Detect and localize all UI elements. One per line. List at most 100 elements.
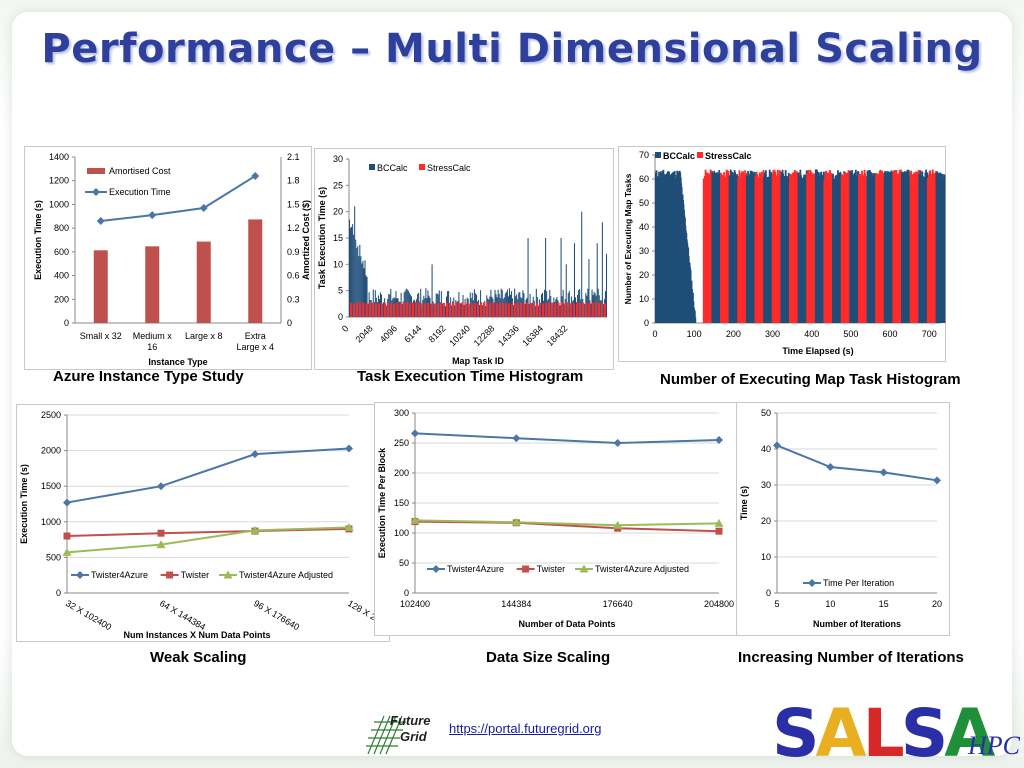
- salsa-logo-text: SALSA: [772, 696, 995, 762]
- bar: [439, 302, 441, 317]
- bar: [465, 303, 467, 317]
- bar: [508, 288, 510, 317]
- legend-marker: [522, 565, 530, 573]
- bar: [415, 301, 417, 317]
- bar: [561, 301, 563, 317]
- bar: [409, 302, 411, 317]
- bar: [480, 303, 482, 317]
- y-tick-label: 40: [761, 444, 771, 454]
- chart-azure: 0 200 400 600 800 1000 1200 1400 0 0.3 0.6 0.9 1.2 1.…: [33, 152, 311, 367]
- legend-swatch: [655, 152, 661, 158]
- bar: [507, 303, 509, 317]
- bar: [553, 297, 555, 317]
- y-tick-label: 800: [54, 223, 69, 233]
- legend-marker: [223, 570, 233, 579]
- bar: [466, 297, 468, 317]
- bar: [384, 302, 386, 317]
- bar: [504, 303, 506, 317]
- x-tick-label: 600: [883, 329, 898, 339]
- x-tick-label: 12288: [472, 323, 497, 348]
- bar: [500, 288, 502, 317]
- bar: [363, 303, 365, 317]
- bar: [428, 302, 430, 317]
- data-point: [511, 517, 521, 526]
- y-tick-label: 150: [394, 498, 409, 508]
- x-tick-label: 204800: [704, 599, 734, 609]
- bar: [362, 301, 364, 317]
- bar: [583, 302, 585, 317]
- bar: [536, 302, 538, 317]
- bar: [467, 302, 469, 317]
- bar: [442, 302, 444, 317]
- bar: [430, 303, 432, 317]
- series-line: [66, 447, 350, 504]
- caption-weak: Weak Scaling: [150, 649, 247, 666]
- y-tick-label: 0: [404, 588, 409, 598]
- x-tick-label: 300: [765, 329, 780, 339]
- bar: [546, 302, 548, 317]
- bar: [524, 303, 526, 317]
- bar: [438, 290, 440, 317]
- bar: [497, 289, 499, 317]
- legend-label: Twister4Azure Adjusted: [595, 564, 689, 574]
- bar: [464, 302, 466, 317]
- bar: [541, 303, 544, 317]
- bar: [525, 299, 527, 317]
- bar: [579, 302, 581, 317]
- bar: [486, 301, 488, 317]
- y-tick-label: 1400: [49, 152, 69, 162]
- y-tick-label: 40: [639, 222, 649, 232]
- y-tick-label: 30: [761, 480, 771, 490]
- chart-executing-panel: 0 10 20 30 40 50 60 70 0 100 200 300 400 500 600 700 Tim…: [618, 146, 946, 362]
- bar: [488, 299, 490, 317]
- bar: [351, 303, 353, 317]
- bar: [370, 300, 372, 317]
- bar: [535, 288, 537, 317]
- bar: [601, 222, 603, 317]
- bar: [423, 295, 425, 317]
- x-tick-label: 8192: [427, 323, 448, 344]
- bar: [433, 303, 435, 317]
- series-line: [100, 175, 256, 223]
- y-tick-label: 2000: [41, 446, 61, 456]
- x-tick-label: 100: [687, 329, 702, 339]
- bar: [459, 302, 461, 317]
- bar: [547, 300, 549, 317]
- bar: [435, 293, 437, 317]
- bar: [429, 297, 431, 317]
- y-tick-label: 0: [56, 588, 61, 598]
- bar: [543, 302, 545, 317]
- series-line: [776, 444, 938, 482]
- bar: [566, 302, 568, 317]
- bar: [475, 294, 477, 317]
- bar: [493, 302, 495, 317]
- bar: [555, 303, 557, 317]
- bar: [419, 302, 421, 317]
- bar: [426, 298, 428, 317]
- bar: [515, 303, 517, 317]
- bar: [417, 293, 419, 317]
- bar: [581, 211, 583, 317]
- bar: [514, 288, 516, 317]
- bar: [562, 289, 564, 317]
- x-tick-label: 176640: [603, 599, 633, 609]
- bar: [569, 303, 571, 317]
- y-tick-label: 0: [766, 588, 771, 598]
- legend-label: Execution Time: [109, 187, 171, 197]
- y-tick-label: 1000: [49, 199, 69, 209]
- x-tick-label: 18432: [545, 323, 570, 348]
- data-point: [715, 527, 723, 535]
- bar: [360, 302, 362, 317]
- legend-label: Twister4Azure Adjusted: [239, 570, 333, 580]
- bar: [349, 219, 351, 317]
- bar: [560, 301, 562, 317]
- bar: [460, 303, 462, 317]
- portal-link[interactable]: https://portal.futuregrid.org: [449, 721, 602, 736]
- bar: [406, 301, 408, 317]
- legend-label: StressCalc: [427, 163, 471, 173]
- data-point: [250, 525, 260, 534]
- legend-label: Twister4Azure: [91, 570, 148, 580]
- x-tick-label: 15: [879, 599, 889, 609]
- bar: [410, 296, 412, 317]
- legend-marker: [76, 571, 84, 579]
